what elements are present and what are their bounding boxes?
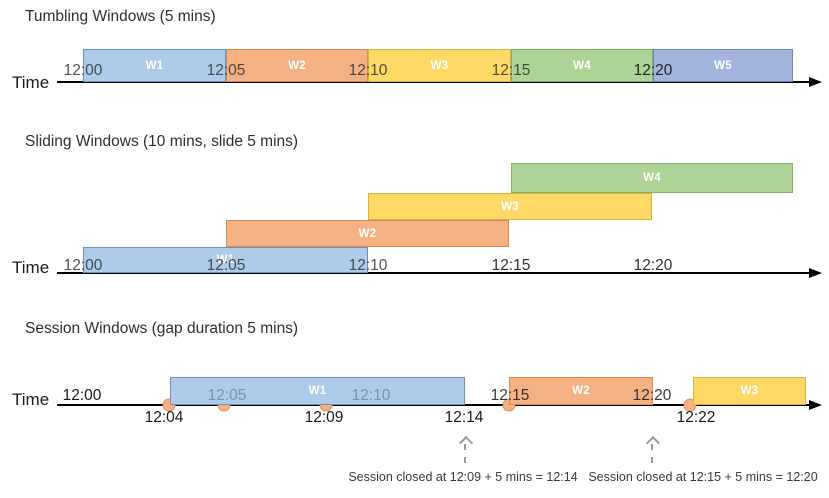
tumbling-timeline-arrowhead-icon <box>809 77 822 87</box>
event-label-12-09: 12:09 <box>304 409 344 426</box>
window-label: W2 <box>358 227 377 240</box>
session-tick-12-05: 12:05 <box>207 387 247 404</box>
window-label: W5 <box>714 59 732 72</box>
tumbling-window-w1: W1 <box>83 49 226 82</box>
event-label-12-04: 12:04 <box>144 409 184 426</box>
tumbling-tick-12-00: 12:00 <box>63 62 103 79</box>
window-label: W3 <box>430 59 449 72</box>
sliding-window-w4: W4 <box>511 163 793 193</box>
tumbling-time-axis-label: Time <box>12 73 50 92</box>
session-closed-arrowhead-icon <box>645 435 661 451</box>
sliding-time-axis-label: Time <box>12 258 50 277</box>
tumbling-window-w4: W4 <box>511 49 653 82</box>
window-label: W4 <box>643 172 661 184</box>
session-tick-12-20: 12:20 <box>632 387 672 404</box>
window-label: W1 <box>308 385 327 397</box>
tumbling-window-w5: W5 <box>653 49 793 82</box>
window-label: W4 <box>573 59 591 72</box>
sliding-timeline-arrowhead-icon <box>809 268 822 278</box>
window-label: W1 <box>145 59 164 72</box>
tumbling-window-w3: W3 <box>368 49 511 82</box>
session-timeline-arrowhead-icon <box>809 400 822 410</box>
tumbling-tick-12-20: 12:20 <box>633 62 673 79</box>
sliding-window-w2: W2 <box>226 220 509 247</box>
session-window-w1: W1 <box>170 377 465 405</box>
event-label-12-14: 12:14 <box>444 409 484 426</box>
tumbling-tick-12-05: 12:05 <box>206 62 246 79</box>
session-timeline <box>57 404 814 406</box>
event-label-12-22: 12:22 <box>676 409 716 426</box>
sliding-tick-12-15: 12:15 <box>491 257 531 274</box>
tumbling-timeline <box>57 81 814 83</box>
sliding-tick-12-00: 12:00 <box>63 257 103 274</box>
sliding-window-w1: W1 <box>83 247 368 273</box>
session-window-w3: W3 <box>693 377 806 405</box>
sliding-tick-12-05: 12:05 <box>206 257 246 274</box>
session-tick-12-15: 12:15 <box>490 387 530 404</box>
session-closed-arrowhead-icon <box>458 435 474 451</box>
session-title: Session Windows (gap duration 5 mins) <box>25 320 299 337</box>
tumbling-title: Tumbling Windows (5 mins) <box>25 8 216 25</box>
session-tick-12-00: 12:00 <box>62 387 102 404</box>
sliding-tick-12-20: 12:20 <box>633 257 673 274</box>
tumbling-tick-12-10: 12:10 <box>348 62 388 79</box>
window-label: W2 <box>572 385 590 397</box>
session-closed-arrow-line <box>651 444 653 463</box>
session-closed-arrow-line <box>464 444 466 463</box>
window-label: W3 <box>501 200 519 213</box>
sliding-title: Sliding Windows (10 mins, slide 5 mins) <box>25 133 299 150</box>
tumbling-window-w2: W2 <box>226 49 368 82</box>
session-tick-12-10: 12:10 <box>351 387 391 404</box>
session-closed-annotation-2: Session closed at 12:15 + 5 mins = 12:20 <box>588 470 818 484</box>
session-closed-annotation-1: Session closed at 12:09 + 5 mins = 12:14 <box>348 470 578 484</box>
sliding-window-w3: W3 <box>368 193 652 220</box>
session-window-w2: W2 <box>509 377 653 405</box>
window-label: W2 <box>288 59 306 72</box>
session-time-axis-label: Time <box>12 390 50 409</box>
window-label: W3 <box>740 385 759 397</box>
sliding-timeline <box>57 272 814 274</box>
window-label: W1 <box>216 254 235 266</box>
tumbling-tick-12-15: 12:15 <box>491 62 531 79</box>
sliding-tick-12-10: 12:10 <box>348 257 388 274</box>
